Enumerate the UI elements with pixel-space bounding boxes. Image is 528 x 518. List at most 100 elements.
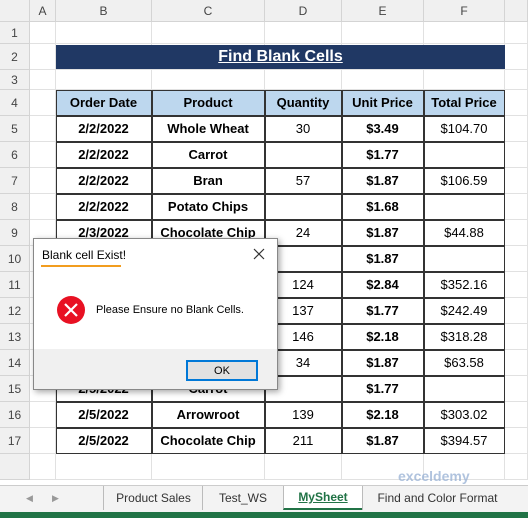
table-header: Unit Price <box>341 89 424 116</box>
cell <box>342 22 424 44</box>
cell <box>265 454 342 480</box>
table-cell: $1.77 <box>341 297 424 324</box>
table-cell <box>423 245 505 272</box>
row-header: 7 <box>0 168 30 194</box>
watermark: exceldemy <box>398 468 470 484</box>
cell <box>30 402 56 428</box>
close-button[interactable] <box>252 247 266 261</box>
cell <box>424 428 505 454</box>
cell <box>30 44 56 70</box>
cell <box>505 70 528 90</box>
table-cell: 211 <box>264 427 342 454</box>
cell <box>505 220 528 246</box>
cell <box>30 142 56 168</box>
cell <box>152 454 265 480</box>
cell <box>30 90 56 116</box>
row-header: 2 <box>0 44 30 70</box>
column-header: F <box>424 0 505 22</box>
cell <box>505 142 528 168</box>
table-cell: Carrot <box>151 141 265 168</box>
table-cell: 2/2/2022 <box>55 115 152 142</box>
title-underline <box>41 265 121 267</box>
cell <box>505 22 528 44</box>
column-header: C <box>152 0 265 22</box>
dialog-title: Blank cell Exist! <box>42 248 127 262</box>
sheet-tab[interactable]: Test_WS <box>202 486 283 510</box>
table-header: Quantity <box>264 89 342 116</box>
cell <box>505 376 528 402</box>
cell <box>30 168 56 194</box>
table-cell: $63.58 <box>423 349 505 376</box>
cell <box>56 22 152 44</box>
table-cell: $104.70 <box>423 115 505 142</box>
column-header: D <box>265 0 342 22</box>
table-cell: $2.18 <box>341 323 424 350</box>
row-header: 9 <box>0 220 30 246</box>
cell <box>30 194 56 220</box>
table-cell: 2/5/2022 <box>55 401 152 428</box>
status-line <box>0 512 528 518</box>
table-cell: $394.57 <box>423 427 505 454</box>
scroll-arrow[interactable]: ▶ <box>52 493 59 503</box>
table-cell: $1.87 <box>341 427 424 454</box>
table-cell: $1.87 <box>341 245 424 272</box>
table-cell <box>264 141 342 168</box>
cell <box>30 116 56 142</box>
cell <box>505 272 528 298</box>
cell <box>424 70 505 90</box>
scroll-arrow[interactable]: ◀ <box>26 493 33 503</box>
table-cell: $44.88 <box>423 219 505 246</box>
cell <box>56 454 152 480</box>
table-cell: 139 <box>264 401 342 428</box>
row-header: 12 <box>0 298 30 324</box>
cell <box>30 70 56 90</box>
row-header: 15 <box>0 376 30 402</box>
row-header: 13 <box>0 324 30 350</box>
cell <box>342 454 424 480</box>
row-header: 1 <box>0 22 30 44</box>
table-cell: $2.84 <box>341 271 424 298</box>
table-cell: Whole Wheat <box>151 115 265 142</box>
row-header: 16 <box>0 402 30 428</box>
table-cell: $1.87 <box>341 167 424 194</box>
ok-button[interactable]: OK <box>186 360 258 381</box>
table-cell <box>423 193 505 220</box>
cell <box>505 324 528 350</box>
row-header <box>0 454 30 480</box>
table-cell <box>264 193 342 220</box>
cell <box>30 22 56 44</box>
cell <box>505 168 528 194</box>
row-header: 4 <box>0 90 30 116</box>
cell <box>505 298 528 324</box>
cell <box>56 70 152 90</box>
table-cell: 30 <box>264 115 342 142</box>
column-header <box>505 0 528 22</box>
table-cell: Potato Chips <box>151 193 265 220</box>
sheet-tab[interactable]: Product Sales <box>103 486 203 510</box>
row-header: 10 <box>0 246 30 272</box>
sheet-tab[interactable]: MySheet <box>283 486 362 510</box>
table-cell: 2/2/2022 <box>55 141 152 168</box>
table-header: Product <box>151 89 265 116</box>
cell <box>30 454 56 480</box>
row-header: 14 <box>0 350 30 376</box>
table-cell: Arrowroot <box>151 401 265 428</box>
cell <box>505 116 528 142</box>
row-header: 11 <box>0 272 30 298</box>
table-cell: 24 <box>264 219 342 246</box>
table-cell: Chocolate Chip <box>151 427 265 454</box>
cell <box>30 428 56 454</box>
cell <box>424 454 505 480</box>
corner <box>0 0 30 22</box>
table-cell: $1.87 <box>341 349 424 376</box>
cell <box>424 22 505 44</box>
table-cell: 2/5/2022 <box>55 427 152 454</box>
row-header: 3 <box>0 70 30 90</box>
sheet-tab[interactable]: Find and Color Format <box>362 486 512 510</box>
cell <box>265 70 342 90</box>
table-cell: $352.16 <box>423 271 505 298</box>
cell <box>505 44 528 70</box>
table-cell: $1.87 <box>341 219 424 246</box>
cell <box>152 22 265 44</box>
